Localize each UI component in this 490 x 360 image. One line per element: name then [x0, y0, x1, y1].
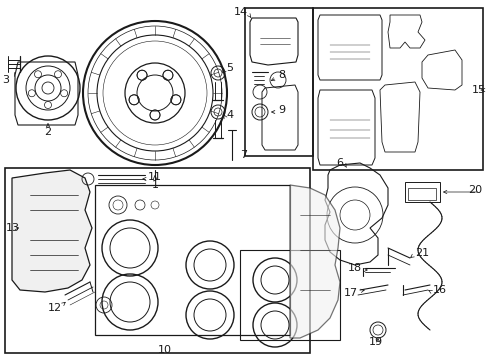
Bar	[5, 168, 310, 353]
Text: 8: 8	[278, 70, 285, 80]
Text: 10: 10	[158, 345, 172, 355]
Polygon shape	[12, 170, 92, 292]
Text: 13: 13	[6, 223, 20, 233]
Text: 20: 20	[468, 185, 482, 195]
Text: 17: 17	[344, 288, 358, 298]
Bar	[245, 8, 313, 156]
Bar	[95, 185, 290, 335]
Text: 19: 19	[369, 337, 383, 347]
Text: 14: 14	[234, 7, 248, 17]
Text: 5: 5	[226, 63, 233, 73]
Text: 6: 6	[337, 158, 343, 168]
Text: 16: 16	[433, 285, 447, 295]
Bar	[313, 8, 483, 170]
Text: 21: 21	[415, 248, 429, 258]
Text: 4: 4	[226, 110, 233, 120]
Text: 9: 9	[278, 105, 285, 115]
Polygon shape	[290, 185, 340, 338]
Bar	[405, 182, 440, 202]
Text: 2: 2	[45, 127, 51, 137]
Text: 7: 7	[240, 150, 247, 160]
Bar	[408, 188, 436, 200]
Text: 12: 12	[48, 303, 62, 313]
Text: 15: 15	[472, 85, 486, 95]
Text: 18: 18	[348, 263, 362, 273]
Text: 1: 1	[151, 180, 158, 190]
Text: 3: 3	[2, 75, 9, 85]
Bar	[240, 250, 340, 340]
Text: 11: 11	[148, 172, 162, 182]
